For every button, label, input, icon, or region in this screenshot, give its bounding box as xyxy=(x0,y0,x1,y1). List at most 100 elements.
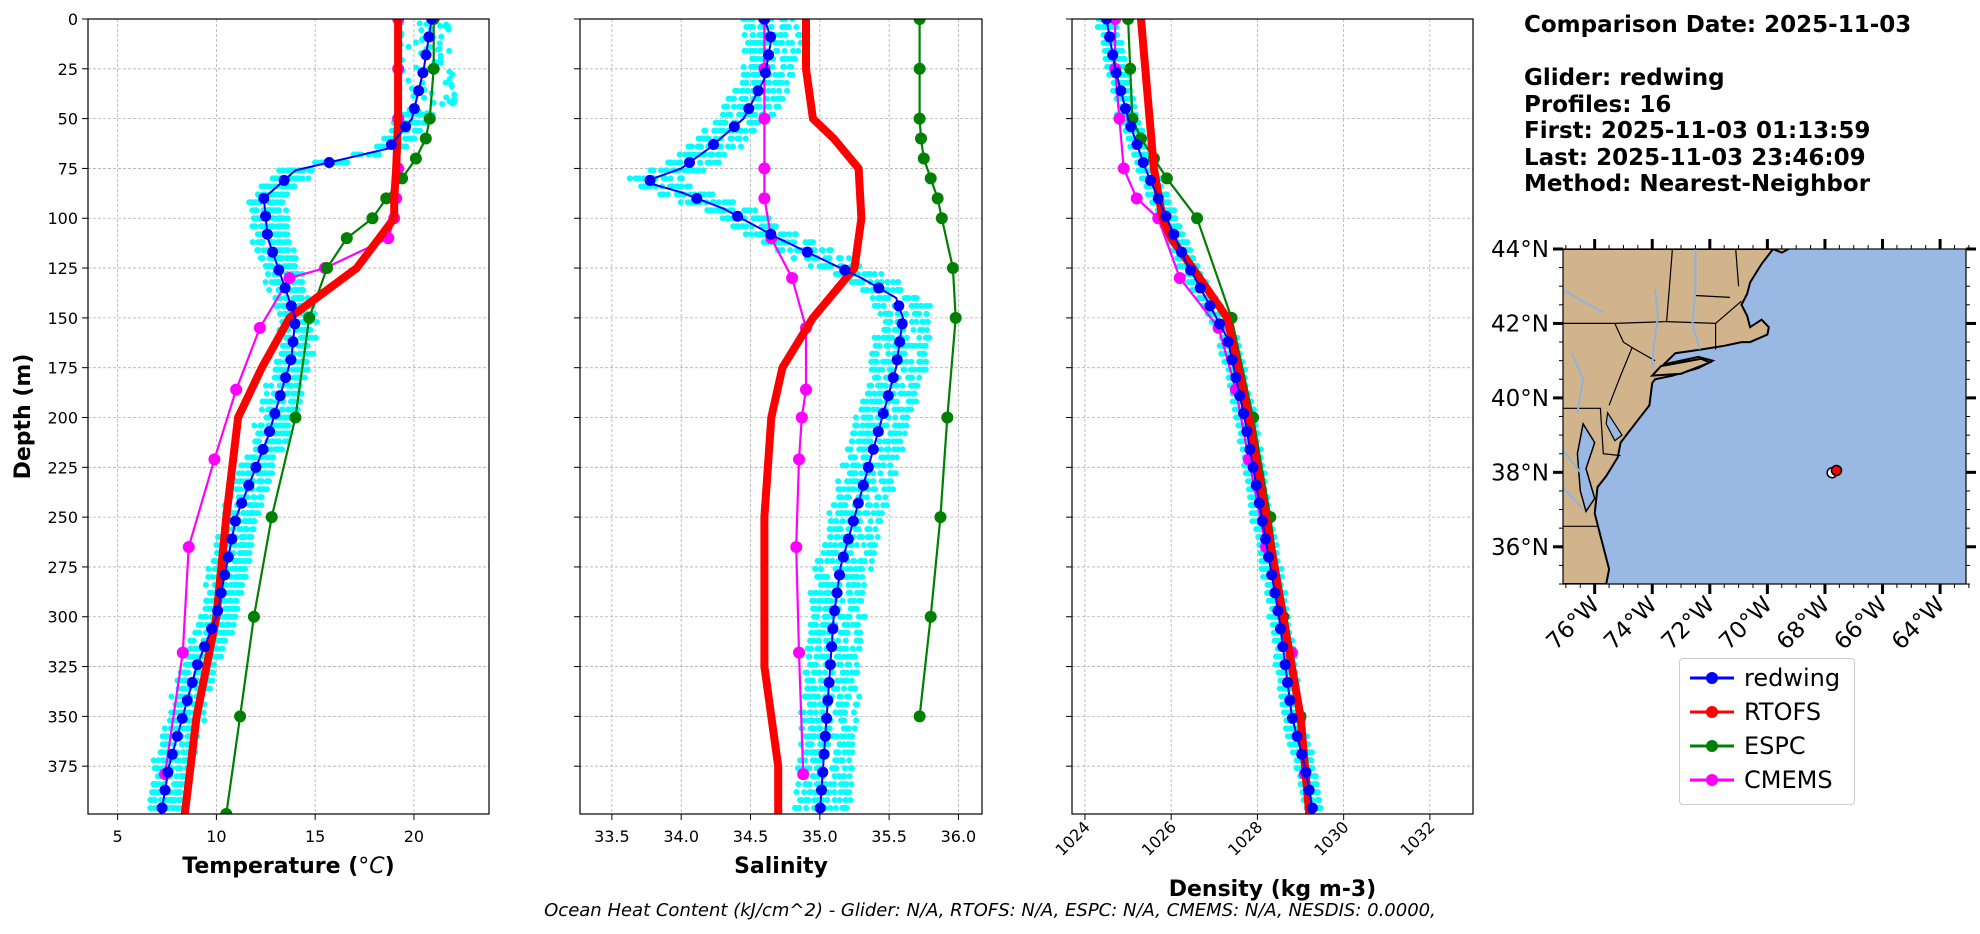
glider-scatter-point xyxy=(1095,19,1102,22)
glider-scatter-point xyxy=(811,797,818,804)
series-point-cmems xyxy=(758,112,771,125)
glider-scatter-point xyxy=(769,63,776,70)
glider-scatter-point xyxy=(736,103,743,110)
glider-scatter-point xyxy=(239,565,246,572)
axes-frame xyxy=(579,18,983,815)
glider-scatter-point xyxy=(261,486,268,493)
glider-scatter-point xyxy=(831,542,838,549)
glider-scatter-point xyxy=(238,573,245,580)
glider-scatter-point xyxy=(923,326,930,333)
glider-scatter-point xyxy=(730,223,737,230)
glider-scatter-point xyxy=(372,151,379,158)
glider-scatter-point xyxy=(200,709,207,716)
glider-scatter-point xyxy=(843,494,850,501)
glider-scatter-point xyxy=(740,63,747,70)
series-point-redwing xyxy=(426,19,438,25)
glider-scatter-point xyxy=(816,263,823,270)
glider-scatter-point xyxy=(849,645,856,652)
glider-scatter-point xyxy=(707,151,714,158)
glider-scatter-point xyxy=(743,79,750,86)
x-tick-label: 10 xyxy=(206,827,226,846)
x-tick-label: 5 xyxy=(113,827,123,846)
glider-scatter-point xyxy=(213,542,220,549)
series-point-espc xyxy=(321,262,334,275)
glider-scatter-point xyxy=(817,581,824,588)
glider-scatter-point xyxy=(740,223,747,230)
series-line-cmems xyxy=(763,19,808,775)
x-tick-label: 35.0 xyxy=(802,827,838,846)
glider-scatter-point xyxy=(175,757,182,764)
glider-scatter-point xyxy=(247,518,254,525)
glider-scatter-point xyxy=(275,446,282,453)
glider-scatter-point xyxy=(667,175,674,182)
glider-scatter-point xyxy=(1171,207,1178,214)
glider-scatter-point xyxy=(750,55,757,62)
glider-scatter-point xyxy=(817,741,824,748)
series-point-redwing xyxy=(758,19,770,25)
series-point-espc xyxy=(289,411,302,424)
glider-scatter-point xyxy=(817,565,824,572)
glider-scatter-point xyxy=(841,805,848,812)
glider-scatter-point xyxy=(848,765,855,772)
glider-scatter-point xyxy=(786,231,793,238)
series-point-espc xyxy=(234,710,247,723)
glider-scatter-point xyxy=(919,350,926,357)
x-tick-label: 20 xyxy=(404,827,424,846)
glider-scatter-point xyxy=(1231,406,1238,413)
glider-scatter-point xyxy=(780,63,787,70)
glider-scatter-point xyxy=(858,406,865,413)
glider-scatter-point xyxy=(897,390,904,397)
glider-scatter-point xyxy=(873,502,880,509)
series-point-redwing xyxy=(872,425,884,437)
glider-scatter-point xyxy=(875,462,882,469)
series-point-espc xyxy=(917,152,930,165)
glider-scatter-point xyxy=(836,661,843,668)
series-point-espc xyxy=(915,132,928,145)
series-point-redwing xyxy=(280,372,292,384)
glider-scatter-point xyxy=(854,629,861,636)
glider-scatter-point xyxy=(895,422,902,429)
glider-scatter-point xyxy=(818,589,825,596)
glider-scatter-point xyxy=(434,46,441,53)
glider-scatter-point xyxy=(1138,175,1145,182)
glider-scatter-point xyxy=(804,797,811,804)
series-point-redwing xyxy=(823,676,835,688)
glider-scatter-point xyxy=(182,677,189,684)
glider-scatter-point xyxy=(838,629,845,636)
glider-scatter-point xyxy=(1312,781,1319,788)
glider-scatter-point xyxy=(922,358,929,365)
glider-scatter-point xyxy=(171,781,178,788)
glider-scatter-point xyxy=(781,47,788,54)
glider-scatter-point xyxy=(866,438,873,445)
series-point-espc xyxy=(1160,172,1173,185)
series-point-redwing xyxy=(274,390,286,402)
glider-scatter-point xyxy=(736,111,743,118)
glider-scatter-point xyxy=(284,231,291,238)
series-point-cmems xyxy=(795,411,808,424)
glider-scatter-point xyxy=(1108,23,1115,30)
glider-scatter-point xyxy=(849,733,856,740)
glider-scatter-point xyxy=(222,629,229,636)
glider-scatter-point xyxy=(873,350,880,357)
glider-scatter-point xyxy=(847,797,854,804)
glider-scatter-point xyxy=(901,366,908,373)
glider-scatter-point xyxy=(836,709,843,716)
glider-scatter-point xyxy=(267,446,274,453)
glider-scatter-point xyxy=(276,279,283,286)
glider-scatter-point xyxy=(1221,358,1228,365)
glider-scatter-point xyxy=(822,621,829,628)
glider-scatter-point xyxy=(913,382,920,389)
glider-scatter-point xyxy=(276,382,283,389)
glider-scatter-point xyxy=(880,462,887,469)
glider-scatter-point xyxy=(861,510,868,517)
glider-scatter-point xyxy=(831,773,838,780)
glider-scatter-point xyxy=(876,438,883,445)
glider-scatter-point xyxy=(713,127,720,134)
glider-scatter-point xyxy=(247,510,254,517)
series-point-redwing xyxy=(285,300,297,312)
glider-scatter-point xyxy=(186,709,193,716)
series-point-redwing xyxy=(162,766,174,778)
series-point-redwing xyxy=(285,354,297,366)
glider-scatter-point xyxy=(807,741,814,748)
